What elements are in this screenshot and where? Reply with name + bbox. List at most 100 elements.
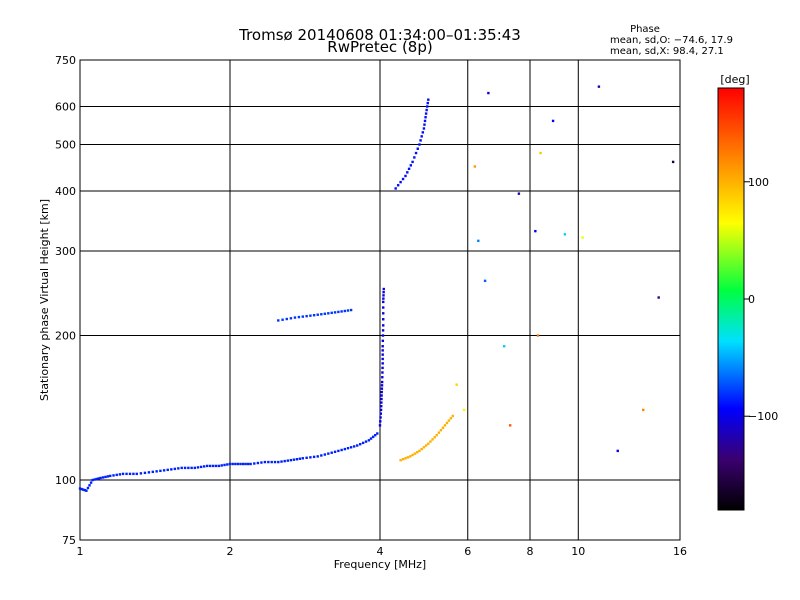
trace-point: [381, 366, 384, 370]
trace-point: [166, 468, 169, 472]
trace-point: [236, 462, 240, 466]
trace-point: [231, 462, 234, 466]
y-tick-label: 750: [55, 54, 76, 67]
trace-point: [320, 313, 323, 316]
y-tick-label: 500: [55, 139, 76, 152]
trace-point: [382, 312, 385, 315]
trace-point: [80, 487, 83, 491]
trace-point: [424, 116, 427, 119]
trace-point: [381, 349, 384, 352]
trace-point: [379, 408, 383, 412]
trace-point: [223, 463, 226, 467]
chart-subtitle: RwPretec (8p): [327, 38, 432, 56]
trace-point: [381, 371, 384, 374]
scatter-point: [536, 334, 540, 337]
trace-point: [421, 131, 425, 134]
scatter-point: [462, 408, 466, 412]
trace-point: [352, 445, 356, 448]
trace-point: [424, 112, 428, 115]
x-tick-label: 1: [77, 545, 84, 558]
grid: [80, 60, 680, 540]
trace-point: [147, 471, 151, 474]
trace-point: [381, 345, 384, 348]
trace-point: [426, 101, 429, 105]
trace-point: [162, 469, 166, 472]
trace-point: [196, 466, 200, 469]
trace-point: [228, 462, 232, 466]
trace-point: [88, 484, 91, 487]
trace-point: [343, 447, 347, 451]
x-axis-label: Frequency [MHz]: [334, 558, 426, 571]
trace-point: [273, 460, 277, 464]
trace-point: [340, 448, 343, 452]
trace-point: [355, 444, 359, 447]
trace-point: [443, 424, 447, 427]
trace-point: [380, 390, 383, 394]
x-tick-label: 16: [673, 545, 687, 558]
trace-point: [293, 316, 297, 319]
trace-point: [413, 452, 417, 455]
scatter-point: [563, 233, 567, 236]
trace-point: [99, 476, 102, 480]
trace-point: [121, 472, 125, 476]
trace-point: [109, 474, 112, 478]
colorbar-tick-label: 100: [748, 176, 769, 189]
scatter-point: [642, 408, 645, 412]
colorbar-tick-label: −100: [748, 410, 778, 423]
trace-point: [263, 460, 267, 464]
trace-point: [414, 151, 418, 155]
chart-title: Tromsø 20140608 01:34:00–01:35:43: [238, 26, 521, 44]
scatter-point: [502, 345, 506, 348]
trace-point: [380, 394, 383, 397]
trace-point: [159, 469, 162, 473]
trace-point: [346, 309, 350, 312]
trace-point: [379, 412, 383, 415]
trace-point: [83, 488, 87, 492]
trace-point: [427, 98, 430, 101]
trace-point: [382, 318, 385, 321]
trace-point: [364, 440, 368, 443]
trace-point: [323, 453, 327, 456]
trace-point: [346, 446, 350, 450]
trace-point: [337, 310, 340, 314]
trace-point: [382, 287, 385, 291]
trace-point: [327, 312, 330, 315]
trace-point: [205, 464, 209, 468]
trace-point: [256, 461, 260, 465]
colorbar-label: [deg]: [720, 73, 749, 86]
trace-point: [439, 429, 443, 432]
trace-point: [381, 339, 385, 343]
trace-point: [217, 464, 221, 468]
trace-point: [249, 462, 252, 466]
trace-point: [135, 472, 138, 476]
trace-point: [399, 458, 402, 462]
trace-point: [429, 440, 432, 443]
x-tick-label: 10: [571, 545, 585, 558]
trace-point: [104, 475, 107, 479]
trace-point: [208, 464, 212, 468]
trace-point: [132, 472, 135, 476]
trace-point: [396, 184, 400, 187]
trace-point: [253, 462, 256, 465]
trace-point: [379, 416, 382, 419]
trace-point: [128, 472, 132, 476]
trace-point: [280, 460, 283, 463]
trace-point: [358, 443, 362, 446]
scatter-point: [473, 165, 477, 168]
trace-point: [418, 143, 421, 146]
trace-point: [91, 478, 94, 482]
trace-point: [93, 478, 96, 481]
trace-point: [343, 309, 347, 313]
trace-point: [292, 458, 296, 461]
trace-point: [89, 481, 93, 484]
trace-point: [139, 472, 143, 475]
trace-point: [241, 462, 245, 466]
trace-point: [422, 127, 426, 130]
trace-point: [85, 489, 88, 492]
trace-point: [330, 311, 333, 315]
scatter-point: [508, 424, 512, 427]
trace-point: [82, 488, 85, 491]
trace-point: [420, 135, 423, 138]
trace-point: [374, 433, 377, 437]
phase-heading: Phase: [630, 24, 660, 35]
